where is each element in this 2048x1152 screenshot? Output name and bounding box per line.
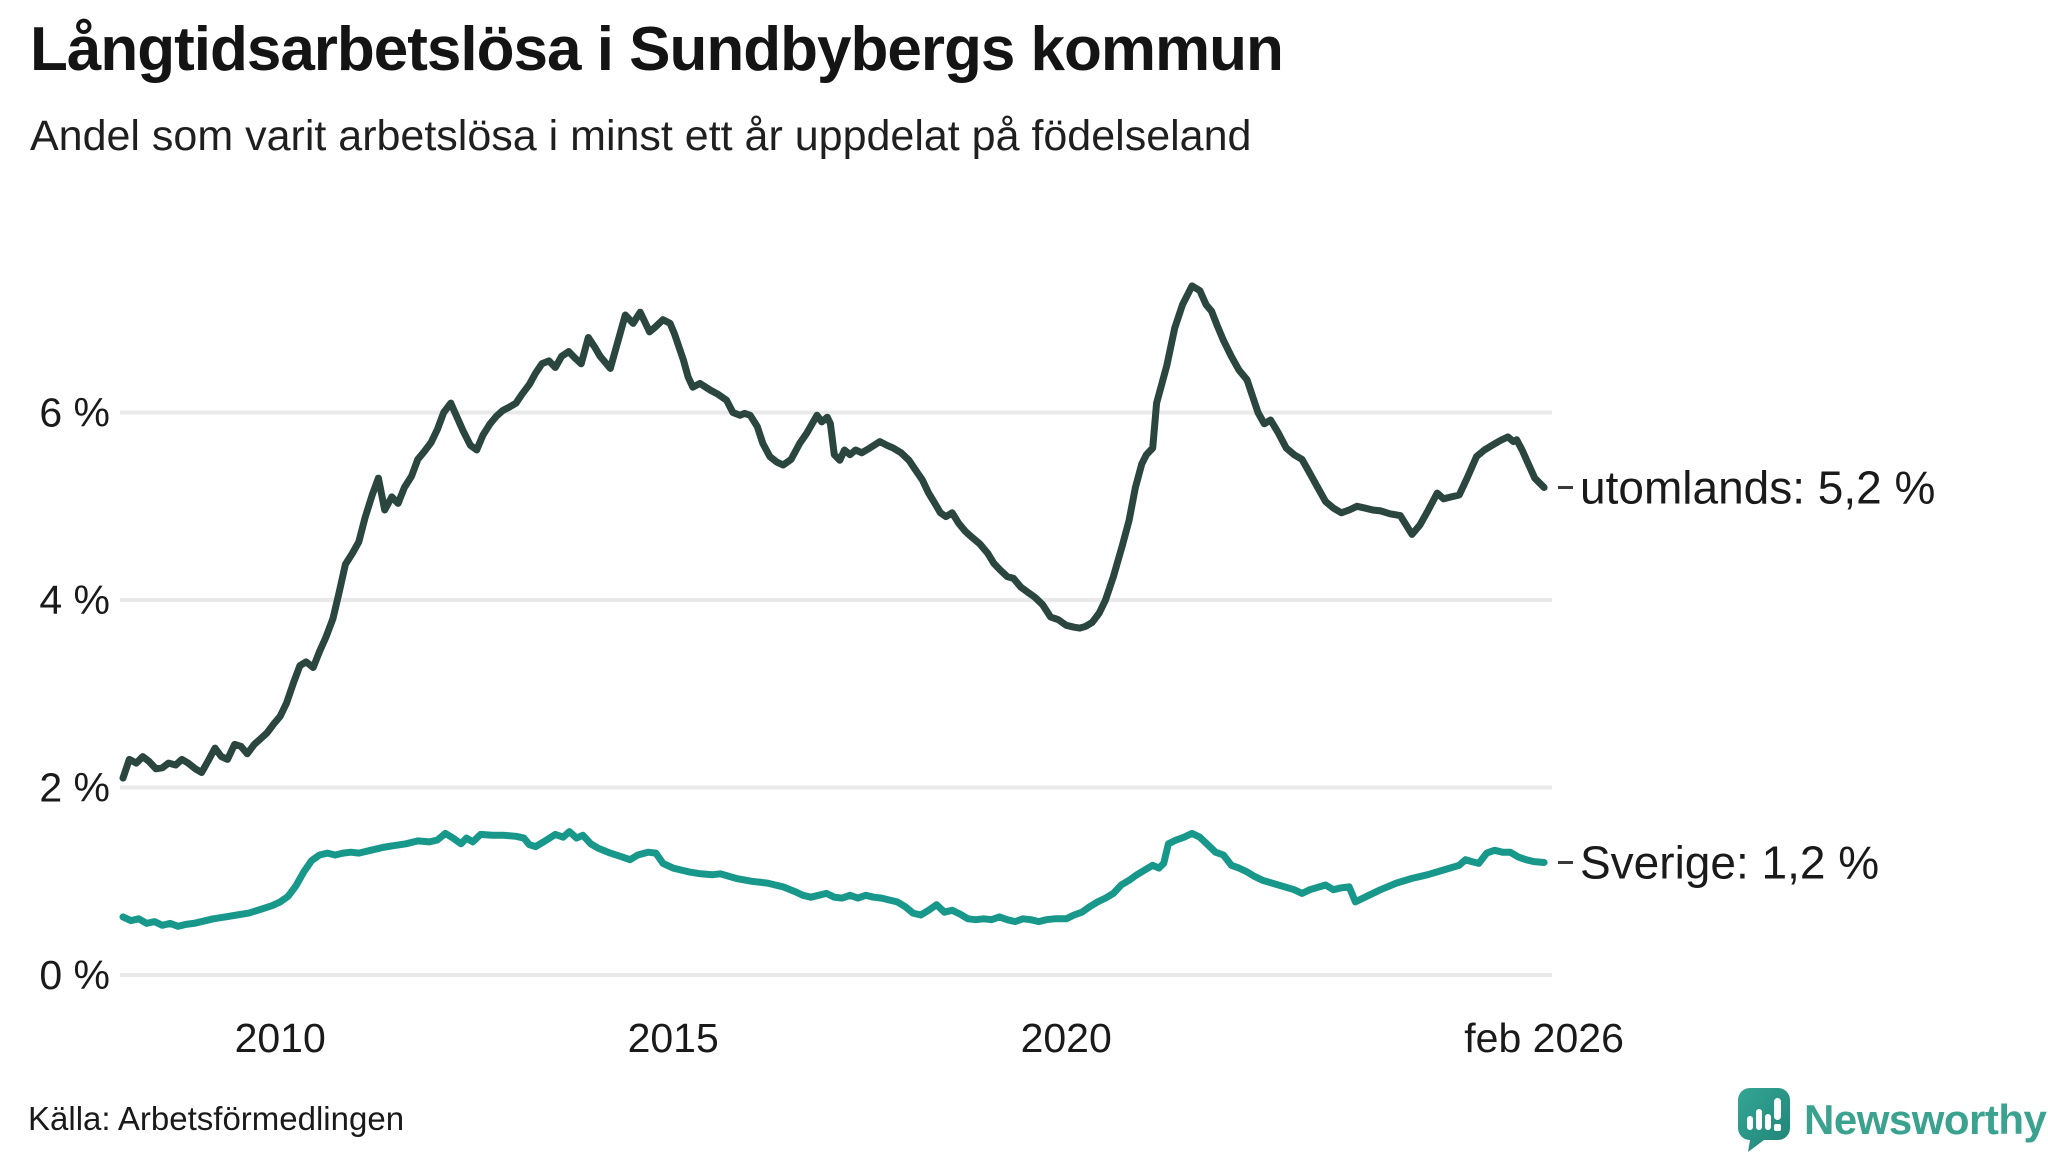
y-tick-label: 2 % xyxy=(39,765,110,811)
source-note: Källa: Arbetsförmedlingen xyxy=(28,1100,405,1137)
series-end-label-sverige: Sverige: 1,2 % xyxy=(1580,837,1879,889)
series-end-label-utomlands: utomlands: 5,2 % xyxy=(1580,462,1935,514)
series-line-utomlands xyxy=(119,282,1548,782)
newsworthy-logo[interactable]: Newsworthy xyxy=(1738,1088,2047,1152)
x-tick-label: 2015 xyxy=(628,1015,719,1061)
y-tick-label: 0 % xyxy=(39,952,110,998)
y-tick-label: 4 % xyxy=(39,577,110,623)
x-tick-label: feb 2026 xyxy=(1464,1015,1624,1061)
newsworthy-logo-icon xyxy=(1738,1088,1790,1152)
x-tick-label: 2010 xyxy=(235,1015,326,1061)
x-tick-label: 2020 xyxy=(1021,1015,1112,1061)
page-subtitle: Andel som varit arbetslösa i minst ett å… xyxy=(30,112,1252,160)
newsworthy-logo-text: Newsworthy xyxy=(1804,1096,2047,1143)
page-title: Långtidsarbetslösa i Sundbybergs kommun xyxy=(30,15,1284,84)
y-tick-label: 6 % xyxy=(39,390,110,436)
series-line-sverige xyxy=(119,828,1548,930)
